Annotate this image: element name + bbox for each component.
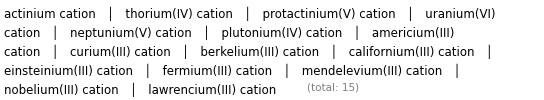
Text: cation   │   neptunium(V) cation   │   plutonium(IV) cation   │   americium(III): cation │ neptunium(V) cation │ plutonium…	[4, 26, 455, 40]
Text: einsteinium(III) cation   │   fermium(III) cation   │   mendelevium(III) cation : einsteinium(III) cation │ fermium(III) c…	[4, 64, 461, 78]
Text: (total: 15): (total: 15)	[307, 83, 360, 93]
Text: nobelium(III) cation   │   lawrencium(III) cation: nobelium(III) cation │ lawrencium(III) c…	[4, 83, 276, 97]
Text: cation   │   curium(III) cation   │   berkelium(III) cation   │   californium(II: cation │ curium(III) cation │ berkelium(…	[4, 45, 493, 59]
Text: actinium cation   │   thorium(IV) cation   │   protactinium(V) cation   │   uran: actinium cation │ thorium(IV) cation │ p…	[4, 7, 496, 21]
